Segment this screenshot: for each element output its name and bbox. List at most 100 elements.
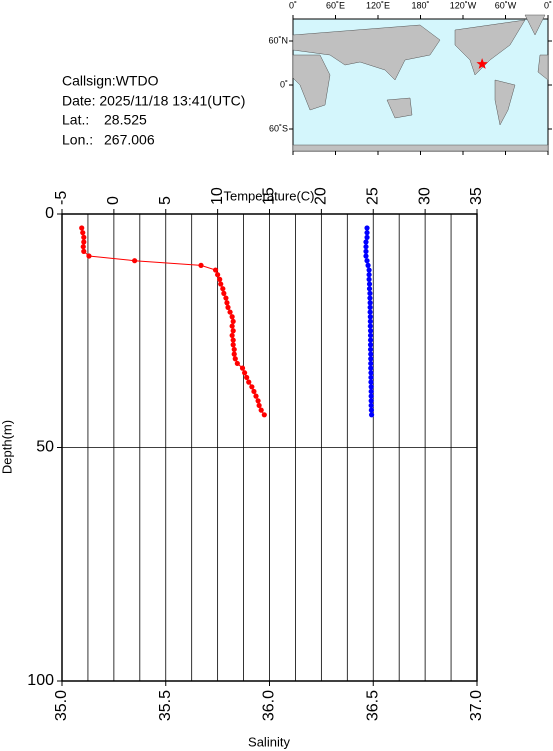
profile-point [80, 244, 86, 250]
profile-point [366, 281, 373, 287]
profile-point [367, 290, 373, 296]
x-tick-label: 35.0 [53, 690, 70, 721]
profile-point [368, 374, 374, 381]
profile-point [367, 323, 373, 329]
profile-point [225, 304, 231, 310]
profile-point [246, 379, 252, 385]
profile-point [367, 309, 373, 315]
profile-point [227, 309, 233, 315]
profile-point [217, 276, 223, 282]
profile-point [215, 272, 221, 278]
profile-point [229, 332, 235, 339]
profile-point [231, 351, 237, 357]
profile-point [364, 258, 370, 264]
lon-value: 267.006 [104, 132, 155, 148]
y-axis-label: Depth(m) [0, 420, 14, 474]
profile-point [242, 370, 248, 376]
profile-point [230, 342, 236, 348]
map-x-tick-label: 180˚ [411, 0, 429, 10]
profile-point [364, 225, 370, 231]
antarctica [292, 144, 549, 152]
profile-point [79, 225, 85, 231]
profile-point [367, 318, 373, 325]
africa [292, 54, 331, 111]
profile-point [132, 258, 138, 264]
x2-tick-label: 5 [157, 196, 174, 205]
profile-point [367, 332, 374, 339]
profile-point [253, 393, 259, 399]
profile-point [363, 253, 369, 259]
x-tick-label: 35.5 [157, 690, 174, 721]
profile-point [367, 304, 373, 310]
profile-point [81, 234, 87, 240]
eurasia [292, 24, 441, 81]
profile-point [230, 318, 236, 325]
profile-point [363, 239, 369, 245]
profile-point [81, 239, 87, 245]
profile-point [80, 230, 86, 236]
x2-tick-label: 30 [416, 187, 433, 205]
profile-point [249, 384, 255, 390]
map-y-tick-label: 60˚N [268, 35, 288, 45]
profile-point [231, 346, 237, 353]
profile-point [224, 300, 230, 306]
map-x-tick-label: 0˚ [544, 0, 552, 10]
profile-point [218, 281, 224, 287]
profile-point [229, 323, 235, 329]
north-america [454, 19, 526, 76]
x2-tick-label: 10 [209, 187, 226, 205]
profile-point [212, 267, 219, 273]
map-y-tick-label: 0˚ [280, 79, 288, 89]
profile-point [364, 234, 370, 240]
x-tick-label: 36.0 [261, 690, 278, 721]
profile-point [368, 412, 375, 418]
greenland [524, 14, 546, 36]
profile-point [244, 374, 250, 381]
x2-axis-label: Temperature(C) [223, 188, 314, 203]
profile-point [221, 290, 227, 296]
profile-point [368, 365, 374, 371]
profile-point [366, 276, 372, 282]
profile-point [258, 407, 264, 413]
date: Date: 2025/11/18 13:41(UTC) [62, 93, 245, 109]
profile-point [368, 356, 374, 362]
map-x-tick-label: 0˚ [289, 0, 297, 10]
profile-point [367, 342, 374, 348]
profile-point [223, 295, 229, 301]
profile-point [368, 379, 374, 385]
africa-west [537, 54, 549, 81]
profile-point [366, 272, 372, 278]
profile-point [229, 314, 235, 320]
profile-point [367, 328, 374, 334]
x-axis-label: Salinity [248, 734, 290, 749]
lat-value: 28.525 [104, 112, 147, 128]
x2-tick-label: -5 [53, 191, 70, 205]
x2-tick-label: 25 [364, 187, 381, 205]
profile-point [368, 360, 374, 367]
profile-point [364, 230, 370, 236]
callsign: Callsign:WTDO [62, 73, 159, 89]
profile-point [86, 253, 92, 259]
profile-point [363, 244, 369, 250]
profile-point [220, 286, 226, 292]
profile-point [230, 328, 236, 334]
profile-point [368, 402, 374, 409]
profile-point [261, 412, 267, 418]
profile-point [368, 384, 374, 390]
profile-point [368, 393, 374, 399]
y-tick-label: 0 [45, 205, 54, 222]
x-tick-label: 37.0 [468, 690, 485, 721]
profile-point [368, 370, 374, 376]
profile-point [367, 295, 373, 301]
x2-tick-label: 0 [105, 196, 122, 205]
map-x-tick-label: 60˚E [326, 0, 345, 10]
x2-tick-label: 15 [261, 187, 278, 205]
x2-tick-label: 20 [313, 187, 330, 205]
profile-point [366, 286, 373, 292]
profile-point [198, 262, 204, 268]
profile-point [368, 388, 374, 395]
profile-point [234, 360, 240, 367]
profile-point [251, 388, 257, 395]
